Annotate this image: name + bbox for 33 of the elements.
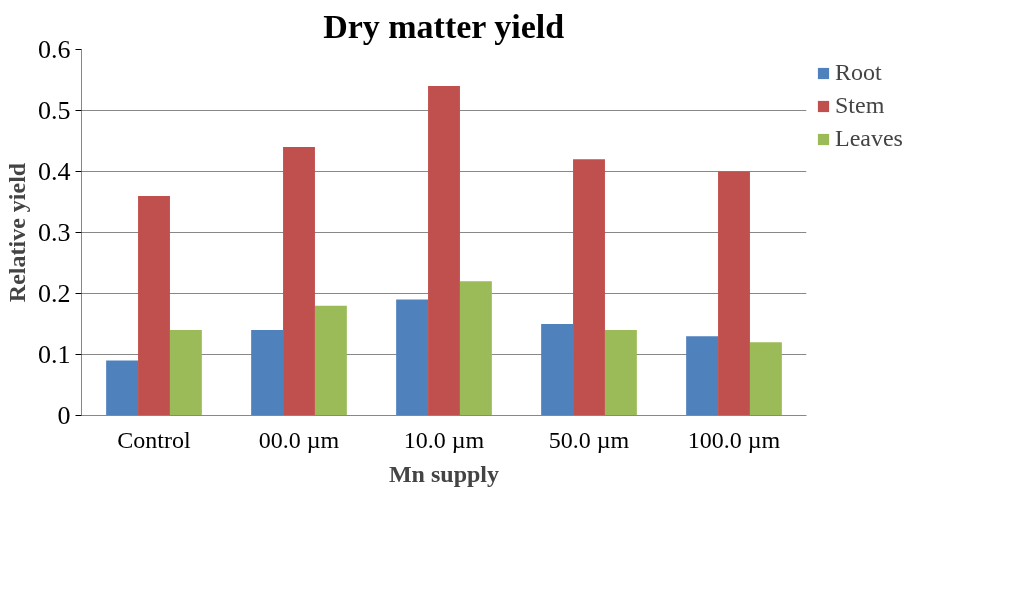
legend-label: Leaves [835,125,903,152]
y-tick-label: 0.1 [38,340,71,369]
x-tick-label: 50.0 µm [548,426,630,453]
x-tick-label: 00.0 µm [258,426,340,453]
x-tick-label: Control [117,426,191,453]
y-axis-title: Relative yield [4,162,30,303]
bar [686,336,719,416]
x-axis-title: Mn supply [388,460,500,487]
legend-label: Root [835,59,882,86]
bar [396,299,429,416]
bar [749,342,782,416]
bar [459,281,492,416]
x-tick-label: 10.0 µm [403,426,485,453]
bar [718,171,750,416]
bar [138,195,170,416]
y-tick-label: 0.2 [38,279,71,308]
bar [283,147,315,416]
y-tick-label: 0 [57,401,71,430]
chart-title: Dry matter yield [323,7,565,45]
bar [541,324,574,416]
bar [169,330,202,416]
y-tick-label: 0.6 [38,35,71,64]
bar [573,159,605,416]
bar [604,330,637,416]
bar [251,330,284,416]
legend-label: Stem [835,92,885,119]
y-tick-label: 0.3 [38,218,71,247]
y-tick-label: 0.5 [38,96,71,125]
y-tick-label: 0.4 [38,157,71,186]
bar [106,360,139,416]
x-tick-label: 100.0 µm [687,426,781,453]
bar [428,86,460,416]
bar [314,305,347,416]
